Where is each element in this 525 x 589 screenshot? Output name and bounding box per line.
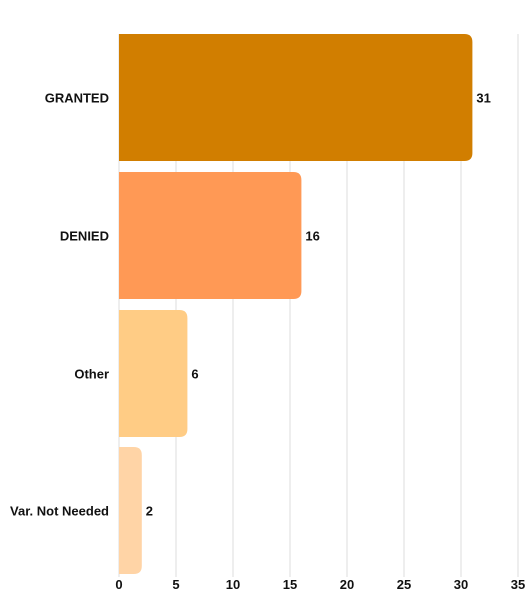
category-label-granted: GRANTED: [45, 91, 109, 106]
x-tick-label-0: 0: [115, 577, 122, 589]
x-tick-label-5: 5: [172, 577, 179, 589]
bar-granted: [119, 34, 473, 161]
x-tick-label-20: 20: [340, 577, 354, 589]
x-tick-label-15: 15: [283, 577, 297, 589]
bars: [119, 34, 473, 574]
x-tick-label-10: 10: [226, 577, 240, 589]
bar-other: [119, 310, 188, 437]
category-label-var-not-needed: Var. Not Needed: [10, 504, 109, 519]
x-tick-label-30: 30: [454, 577, 468, 589]
x-tick-label-35: 35: [511, 577, 525, 589]
value-label-other: 6: [191, 367, 198, 382]
bar-denied: [119, 172, 302, 299]
category-label-other: Other: [74, 367, 109, 382]
value-labels: 31 16 6 2: [146, 91, 491, 519]
category-labels: GRANTED DENIED Other Var. Not Needed: [10, 91, 109, 519]
value-label-var-not-needed: 2: [146, 504, 153, 519]
x-axis-tick-labels: 0 5 10 15 20 25 30 35: [115, 577, 525, 589]
x-tick-label-25: 25: [397, 577, 411, 589]
bar-var-not-needed: [119, 447, 142, 574]
value-label-denied: 16: [305, 229, 319, 244]
category-label-denied: DENIED: [60, 229, 109, 244]
value-label-granted: 31: [476, 91, 490, 106]
